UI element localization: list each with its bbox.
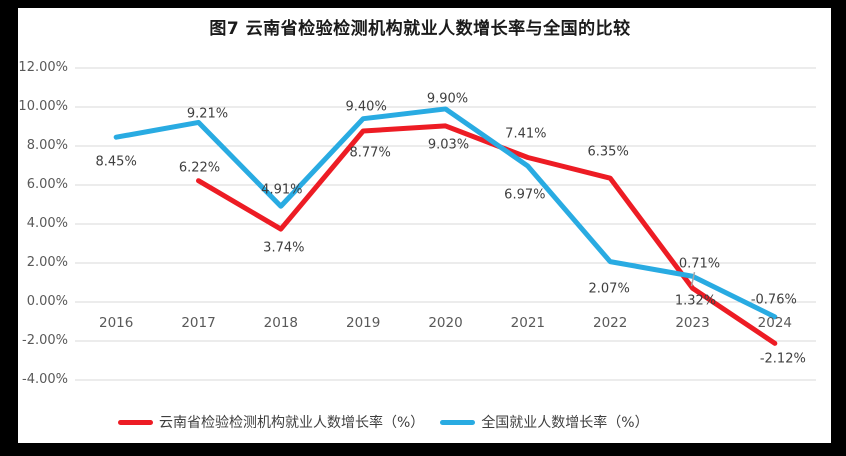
data-point-label: 3.74% xyxy=(263,240,305,256)
y-axis-tick-label: 2.00% xyxy=(26,255,68,270)
x-axis-tick-label: 2023 xyxy=(675,315,710,331)
data-point-label: 0.71% xyxy=(678,256,721,272)
legend-item-yunnan: 云南省检验检测机构就业人数增长率（%） xyxy=(118,412,424,432)
x-axis-tick-label: 2022 xyxy=(592,315,628,331)
y-axis-tick-label: 12.00% xyxy=(18,60,68,75)
label-leader-line xyxy=(690,271,696,287)
y-axis-tick-label: 8.00% xyxy=(26,138,68,153)
national-series-swatch xyxy=(440,419,476,425)
legend-item-national: 全国就业人数增长率（%） xyxy=(440,412,649,432)
chart-title: 图7 云南省检验检测机构就业人数增长率与全国的比较 xyxy=(209,19,631,39)
chart-panel xyxy=(18,8,831,443)
data-point-label: 4.91% xyxy=(261,182,303,198)
x-axis-tick-label: 2019 xyxy=(345,315,381,331)
data-point-label: 9.21% xyxy=(186,106,229,122)
data-point-label: 9.90% xyxy=(426,91,469,107)
x-axis-tick-label: 2024 xyxy=(757,315,793,331)
x-axis-tick-label: 2020 xyxy=(428,315,463,331)
y-axis-tick-label: -4.00% xyxy=(22,372,68,387)
data-point-label: 7.41% xyxy=(505,126,547,141)
x-axis-tick-label: 2018 xyxy=(263,315,299,331)
yunnan-series-label: 云南省检验检测机构就业人数增长率（%） xyxy=(159,415,425,431)
yunnan-series-line xyxy=(196,123,778,346)
data-point-label: 6.35% xyxy=(587,144,629,160)
legend: 云南省检验检测机构就业人数增长率（%） 全国就业人数增长率（%） xyxy=(118,410,818,434)
y-axis-tick-label: 4.00% xyxy=(26,216,68,231)
y-axis-tick-label: 6.00% xyxy=(26,177,68,192)
data-point-label: 9.03% xyxy=(427,137,470,153)
y-axis-tick-label: 0.00% xyxy=(26,294,68,309)
x-axis-tick-label: 2016 xyxy=(98,315,134,331)
national-series-line xyxy=(113,106,778,320)
data-point-label: 6.22% xyxy=(178,160,221,176)
x-axis-tick-label: 2017 xyxy=(181,315,216,331)
y-axis-tick-label: 10.00% xyxy=(18,99,68,114)
yunnan-series-swatch xyxy=(118,419,153,425)
national-series-label: 全国就业人数增长率（%） xyxy=(481,415,649,431)
x-axis-tick-label: 2021 xyxy=(510,315,546,331)
data-point-label: -2.12% xyxy=(759,351,806,367)
data-point-label: -0.76% xyxy=(750,292,797,308)
data-point-label: 6.97% xyxy=(504,187,546,203)
data-point-label: 8.77% xyxy=(349,145,391,161)
data-point-label: 1.32% xyxy=(674,293,717,309)
y-axis-tick-label: -2.00% xyxy=(22,333,68,348)
data-point-label: 2.07% xyxy=(588,281,630,297)
data-point-label: 8.45% xyxy=(95,154,137,170)
data-point-label: 9.40% xyxy=(345,99,387,115)
